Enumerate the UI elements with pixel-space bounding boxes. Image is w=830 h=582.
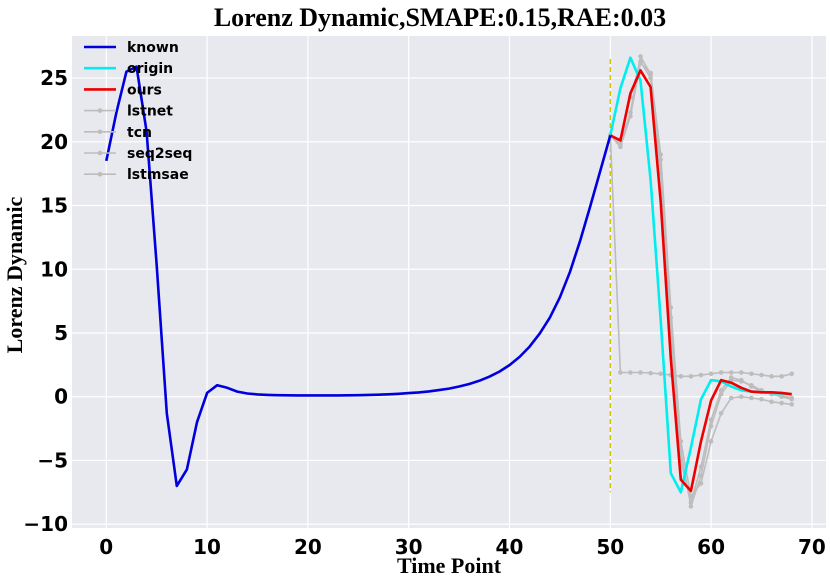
tick-labels: 0 10 20 30 40 50 60 70 −10 −5 0 5 10 15 20 25 <box>23 66 825 559</box>
series-point-lstmsae <box>678 439 684 444</box>
series-point-seq2seq <box>728 375 734 380</box>
y-tick-label: −5 <box>37 448 68 472</box>
series-point-seq2seq <box>789 396 795 402</box>
series-point-lstmsae <box>708 439 714 444</box>
legend-marker-lstnet <box>97 108 103 113</box>
series-point-lstnet <box>638 54 643 59</box>
series-point-tcn <box>648 370 653 376</box>
series-point-tcn <box>718 370 724 375</box>
series-point-lstmsae <box>668 305 674 310</box>
series-point-lstmsae <box>638 60 643 66</box>
series-point-seq2seq <box>708 417 714 422</box>
series-point-tcn <box>739 370 744 375</box>
series-point-lstmsae <box>759 396 764 402</box>
series-point-lstmsae <box>688 493 694 499</box>
x-axis-label: Time Point <box>397 553 502 578</box>
series-point-seq2seq <box>779 394 784 400</box>
series-point-lstmsae <box>618 144 623 150</box>
legend-label-origin: origin <box>127 61 173 77</box>
y-tick-label: 25 <box>40 66 68 90</box>
series-point-tcn <box>658 371 663 377</box>
series-point-lstnet <box>688 504 694 509</box>
legend-marker-tcn <box>97 129 103 135</box>
series-point-lstmsae <box>728 395 734 401</box>
series-line-ours <box>609 69 792 493</box>
series-point-tcn <box>698 372 704 378</box>
series-point-seq2seq <box>698 464 704 470</box>
x-tick-label: 60 <box>697 535 725 559</box>
y-tick-label: −10 <box>23 512 68 536</box>
series-point-tcn <box>728 370 734 375</box>
series-point-tcn <box>769 374 774 379</box>
series-point-lstmsae <box>718 410 724 416</box>
series-point-tcn <box>638 370 643 375</box>
series-point-tcn <box>628 370 633 375</box>
legend-label-seq2seq: seq2seq <box>127 146 192 162</box>
x-tick-label: 50 <box>596 535 624 559</box>
series-point-lstmsae <box>739 394 744 400</box>
series-point-seq2seq <box>739 377 744 383</box>
plot-background <box>72 36 826 528</box>
series-line-known <box>105 65 612 488</box>
y-tick-label: 0 <box>54 385 68 409</box>
x-tick-label: 40 <box>496 535 524 559</box>
series-point-tcn <box>779 374 784 379</box>
series-point-lstmsae <box>698 481 704 486</box>
y-tick-label: 20 <box>40 130 68 154</box>
series-point-tcn <box>708 371 714 377</box>
series-point-tcn <box>688 374 694 379</box>
x-tick-label: 10 <box>193 535 221 559</box>
series-point-seq2seq <box>749 384 754 389</box>
y-tick-label: 10 <box>40 257 68 281</box>
legend: known origin ours lstnet tcn seq2seq lstmsae <box>84 40 192 183</box>
series-point-tcn <box>678 374 684 379</box>
y-tick-label: 5 <box>54 321 68 345</box>
series-point-lstmsae <box>648 70 653 76</box>
legend-label-lstnet: lstnet <box>127 104 173 120</box>
chart-title: Lorenz Dynamic,SMAPE:0.15,RAE:0.03 <box>214 3 666 32</box>
legend-marker-seq2seq <box>97 150 103 156</box>
series-point-lstmsae <box>769 399 774 405</box>
series-point-lstmsae <box>628 114 633 119</box>
series-point-lstmsae <box>658 152 663 157</box>
y-tick-label: 15 <box>40 194 68 218</box>
x-tick-label: 30 <box>395 535 423 559</box>
series-lines <box>105 54 795 509</box>
legend-label-ours: ours <box>127 82 162 98</box>
series-point-lstmsae <box>749 395 754 401</box>
series-point-lstmsae <box>779 400 784 406</box>
x-tick-label: 20 <box>294 535 322 559</box>
legend-label-known: known <box>127 40 179 56</box>
legend-label-tcn: tcn <box>127 125 152 141</box>
series-point-tcn <box>749 371 754 377</box>
y-axis-label: Lorenz Dynamic <box>2 196 27 353</box>
series-point-tcn <box>618 370 623 375</box>
series-point-tcn <box>789 371 795 377</box>
legend-label-lstmsae: lstmsae <box>127 167 189 183</box>
x-tick-label: 0 <box>99 535 113 559</box>
series-point-tcn <box>759 372 764 378</box>
x-tick-label: 70 <box>798 535 826 559</box>
series-point-seq2seq <box>718 388 724 393</box>
series-point-lstmsae <box>789 402 795 407</box>
legend-marker-lstmsae <box>97 171 103 177</box>
series-point-seq2seq <box>688 500 694 505</box>
